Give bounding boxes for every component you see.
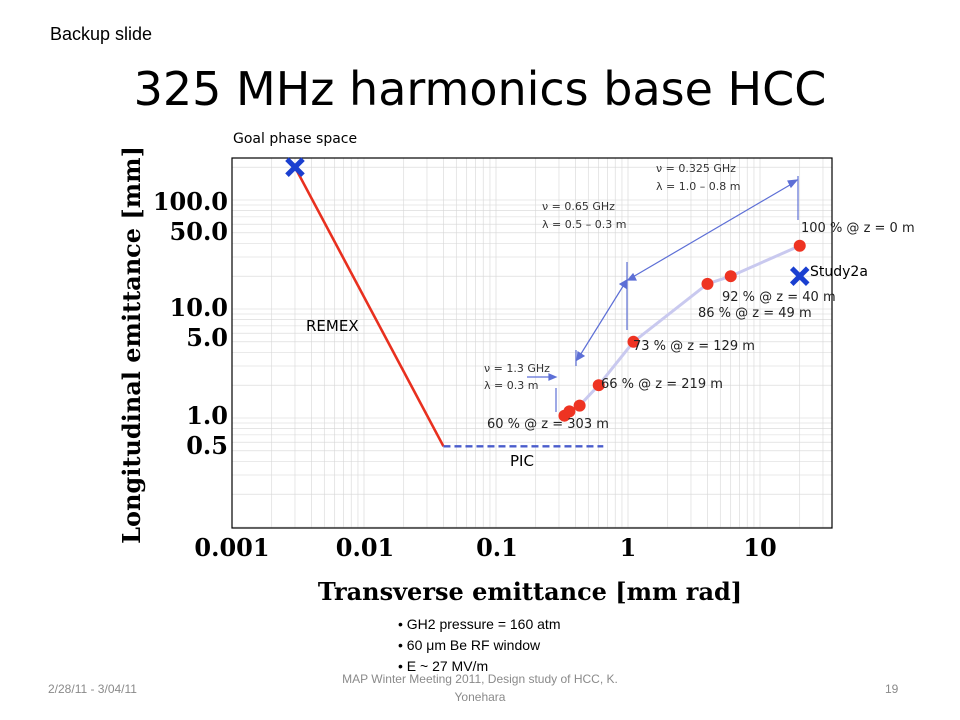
- parameter-item: GH2 pressure = 160 atm: [398, 614, 561, 635]
- remex-line: [293, 166, 445, 447]
- footer-page-number: 19: [885, 682, 899, 696]
- annotation-0-325ghz-wavelength: λ = 1.0 – 0.8 m: [656, 180, 740, 193]
- y-tick-label: 1.0: [186, 401, 228, 430]
- annotation-0-65ghz-wavelength: λ = 0.5 – 0.3 m: [542, 218, 626, 231]
- y-tick-label: 5.0: [186, 323, 228, 352]
- y-tick-label: 50.0: [170, 217, 228, 246]
- x-tick-label: 0.001: [194, 533, 269, 562]
- slide-title: 325 MHz harmonics base HCC: [133, 62, 827, 116]
- footer-meeting: MAP Winter Meeting 2011, Design study of…: [342, 672, 618, 704]
- point-label: 92 % @ z = 40 m: [722, 290, 836, 305]
- arrowhead: [787, 179, 799, 189]
- plot-frame: [231, 157, 833, 529]
- study2a-marker-icon: [789, 266, 810, 286]
- point-label: 86 % @ z = 49 m: [698, 306, 812, 321]
- arrowhead: [548, 373, 558, 381]
- x-tick-label: 10: [743, 533, 776, 562]
- parameter-item: E ~ 27 MV/m: [398, 656, 560, 677]
- footer-date: 2/28/11 - 3/04/11: [48, 682, 137, 696]
- hcc-point: [701, 277, 714, 290]
- arrow-0-65ghz: [578, 282, 626, 358]
- point-label: 60 % @ z = 303 m: [487, 417, 609, 432]
- y-tick-label: 10.0: [170, 293, 228, 322]
- annotation-1-3ghz-wavelength: λ = 0.3 m: [484, 379, 538, 392]
- parameter-list: GH2 pressure = 160 atm 60 μm Be RF windo…: [398, 614, 561, 677]
- hcc-point: [793, 239, 806, 252]
- x-tick-label: 0.1: [476, 533, 518, 562]
- remex-label: REMEX: [306, 317, 359, 335]
- x-tick-label: 1: [620, 533, 637, 562]
- arrowhead: [618, 278, 628, 290]
- x-axis-title: Transverse emittance [mm rad]: [318, 577, 742, 606]
- annotation-0-325ghz-freq: ν = 0.325 GHz: [656, 162, 736, 175]
- annotation-0-65ghz-freq: ν = 0.65 GHz: [542, 200, 615, 213]
- marker-stroke: [789, 266, 810, 286]
- goal-marker-icon: [285, 157, 305, 177]
- x-tick-label: 0.01: [336, 533, 394, 562]
- hcc-point: [627, 335, 640, 348]
- y-tick-label: 100.0: [153, 187, 228, 216]
- annotation-1-3ghz-freq: ν = 1.3 GHz: [484, 362, 550, 375]
- slide-tag: Backup slide: [50, 24, 153, 44]
- pic-label: PIC: [510, 452, 534, 470]
- frequency-arrows: [527, 176, 799, 412]
- y-axis-title: Longitudinal emittance [mm]: [117, 146, 146, 544]
- marker-stroke: [285, 157, 305, 177]
- parameter-item: 60 μm Be RF window: [398, 635, 560, 656]
- hcc-point: [563, 405, 576, 418]
- y-tick-label: 0.5: [186, 431, 228, 460]
- hcc-point: [724, 270, 737, 283]
- study2a-label: Study2a: [810, 264, 868, 280]
- arrow-0-325ghz: [630, 181, 796, 279]
- point-label: 66 % @ z = 219 m: [601, 377, 723, 392]
- point-label: 100 % @ z = 0 m: [801, 221, 915, 236]
- hcc-point: [573, 399, 586, 412]
- hcc-point: [592, 379, 605, 392]
- point-label: 73 % @ z = 129 m: [633, 339, 755, 354]
- goal-phase-space-label: Goal phase space: [233, 131, 357, 147]
- arrowhead: [626, 272, 637, 281]
- arrowhead: [576, 350, 586, 362]
